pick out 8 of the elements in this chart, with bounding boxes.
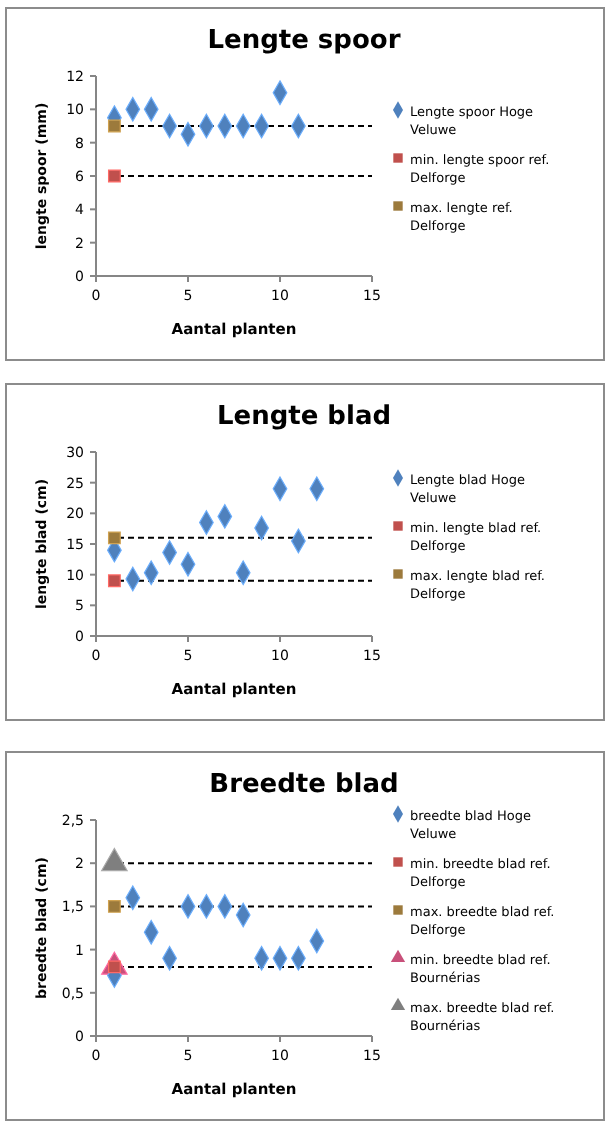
- point: [107, 574, 121, 588]
- point: [107, 531, 121, 545]
- point: [107, 119, 121, 133]
- chart-title: Lengte blad: [216, 402, 392, 432]
- chart-title: Lengte spoor: [207, 26, 402, 56]
- point: [107, 169, 121, 183]
- chart-title: Breedte blad: [209, 770, 399, 800]
- point: [107, 899, 121, 913]
